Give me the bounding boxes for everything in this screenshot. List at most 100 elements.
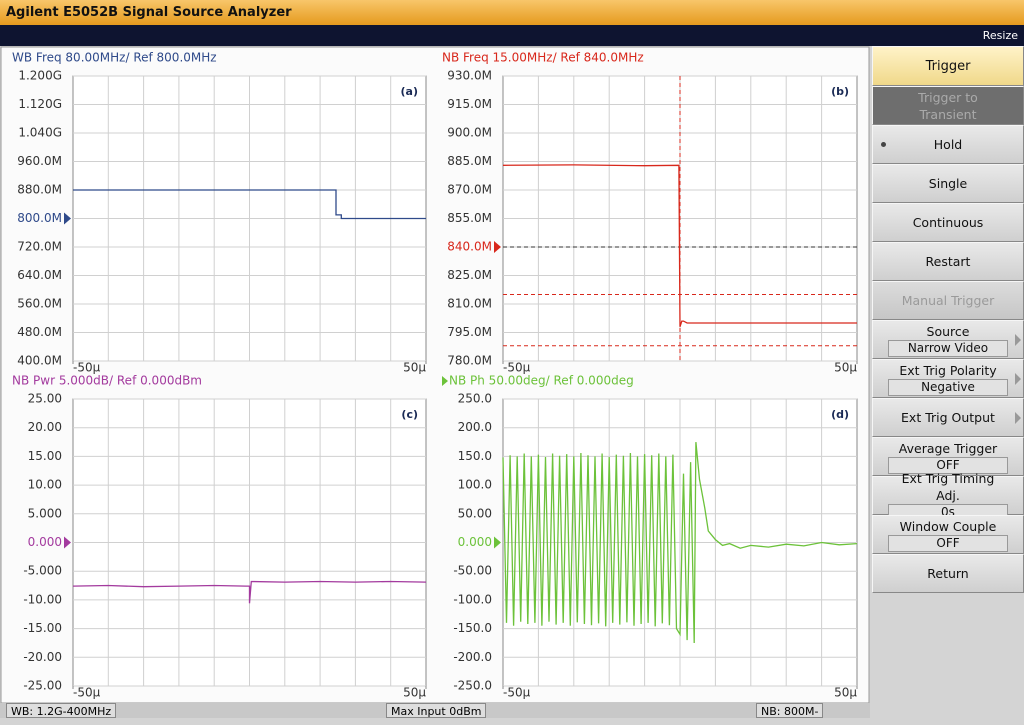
panel-label: (b) <box>831 85 849 98</box>
y-tick-label: -100.0 <box>453 592 492 606</box>
softkey-value: OFF <box>888 456 1008 474</box>
softkey-label: Source <box>926 323 970 339</box>
softkey-label: Return <box>927 566 969 581</box>
x-tick-label: 50µ <box>834 361 857 375</box>
trace <box>502 164 857 327</box>
softkey[interactable]: Average Trigger OFF <box>872 437 1024 476</box>
softkey-label: Hold <box>933 137 963 152</box>
x-tick-label: 50µ <box>403 361 426 375</box>
trace-title: NB Pwr 5.000dB/ Ref 0.000dBm <box>12 374 202 388</box>
y-tick-label: 250.0 <box>458 392 492 406</box>
y-tick-label: 400.0M <box>17 354 62 368</box>
resize-button[interactable]: Resize <box>982 29 1018 42</box>
softkey-label: Manual Trigger <box>901 293 995 308</box>
y-tick-label: 795.0M <box>447 325 492 339</box>
y-tick-label: 870.0M <box>447 183 492 197</box>
softkey-label: Ext Trig Output <box>901 410 995 425</box>
y-tick-label: 780.0M <box>447 354 492 368</box>
y-tick-label: 0.000 <box>458 535 492 549</box>
softkey[interactable]: Ext Trig Timing Adj. 0s <box>872 471 1024 521</box>
softkey[interactable]: Source Narrow Video <box>872 320 1024 359</box>
y-tick-label: 1.040G <box>18 126 62 140</box>
softkey-label: Single <box>928 176 968 191</box>
softkey-label: Restart <box>925 254 971 269</box>
title-bar: Agilent E5052B Signal Source Analyzer <box>0 0 1024 25</box>
y-tick-label: 100.0 <box>458 478 492 492</box>
y-tick-label: 930.0M <box>447 69 492 83</box>
y-tick-label: 560.0M <box>17 297 62 311</box>
softkey[interactable]: Continuous <box>872 203 1024 242</box>
softkey-value: OFF <box>888 534 1008 552</box>
softkey[interactable]: Ext Trig Polarity Negative <box>872 359 1024 398</box>
x-tick-label: 50µ <box>834 686 857 700</box>
y-tick-label: -10.00 <box>23 592 62 606</box>
menu-bar: Resize <box>0 25 1024 46</box>
selected-indicator <box>881 142 886 147</box>
reference-marker <box>64 212 71 225</box>
softkey-label: Continuous <box>912 215 984 230</box>
y-tick-label: 15.00 <box>28 449 62 463</box>
softkey-label: Trigger to Transient <box>918 89 978 122</box>
trace <box>73 189 426 220</box>
softkey[interactable]: Ext Trig Output <box>872 398 1024 437</box>
trace-title: WB Freq 80.00MHz/ Ref 800.0MHz <box>12 51 217 65</box>
y-tick-label: 855.0M <box>447 211 492 225</box>
softkey-menu: Trigger Trigger to Transient Hold Single Con… <box>872 46 1024 593</box>
menu-title: Trigger <box>872 46 1024 86</box>
y-tick-label: -250.0 <box>453 679 492 693</box>
x-tick-label: -50µ <box>73 686 101 700</box>
y-tick-label: 640.0M <box>17 268 62 282</box>
x-tick-label: 50µ <box>403 686 426 700</box>
x-tick-label: -50µ <box>503 686 531 700</box>
softkey: Trigger to Transient <box>872 86 1024 125</box>
y-tick-label: 10.00 <box>28 478 62 492</box>
y-tick-label: 800.0M <box>17 211 62 225</box>
panel-label: (a) <box>401 85 418 98</box>
softkey-label: Window Couple <box>899 518 997 534</box>
softkey[interactable]: Window Couple OFF <box>872 515 1024 554</box>
y-tick-label: 900.0M <box>447 126 492 140</box>
y-tick-label: -20.00 <box>23 650 62 664</box>
panel-label: (c) <box>401 408 418 421</box>
softkey[interactable]: Single <box>872 164 1024 203</box>
y-tick-label: 50.00 <box>458 506 492 520</box>
active-trace-indicator <box>442 376 448 386</box>
softkey-value: Narrow Video <box>888 339 1008 357</box>
y-tick-label: 480.0M <box>17 325 62 339</box>
trace-title: NB Ph 50.00deg/ Ref 0.000deg <box>449 374 634 388</box>
y-tick-label: 5.000 <box>28 506 62 520</box>
y-tick-label: -50.00 <box>453 564 492 578</box>
trace <box>72 580 427 604</box>
y-tick-label: 1.200G <box>18 69 62 83</box>
y-tick-label: 880.0M <box>17 183 62 197</box>
y-tick-label: 885.0M <box>447 154 492 168</box>
app-title: Agilent E5052B Signal Source Analyzer <box>6 5 292 20</box>
softkey[interactable]: Restart <box>872 242 1024 281</box>
softkey-value: Negative <box>888 378 1008 396</box>
chart-area: WB Freq 80.00MHz/ Ref 800.0MHz 400.0M 480.… <box>0 46 870 704</box>
y-tick-label: -25.00 <box>23 679 62 693</box>
y-tick-label: -200.0 <box>453 650 492 664</box>
softkey: Manual Trigger <box>872 281 1024 320</box>
submenu-arrow <box>1015 373 1021 385</box>
softkey[interactable]: Hold <box>872 125 1024 164</box>
y-tick-label: 720.0M <box>17 240 62 254</box>
y-tick-label: 960.0M <box>17 154 62 168</box>
y-tick-label: 200.0 <box>458 420 492 434</box>
y-tick-label: 825.0M <box>447 268 492 282</box>
y-tick-label: 915.0M <box>447 97 492 111</box>
softkey-label: Average Trigger <box>898 440 998 456</box>
submenu-arrow <box>1015 412 1021 424</box>
softkey-label: Ext Trig Polarity <box>899 362 997 378</box>
y-tick-label: 840.0M <box>447 240 492 254</box>
y-tick-label: 0.000 <box>28 535 62 549</box>
y-tick-label: 1.120G <box>18 97 62 111</box>
y-tick-label: 810.0M <box>447 297 492 311</box>
y-tick-label: -15.00 <box>23 621 62 635</box>
reference-marker <box>494 241 501 253</box>
status-field: NB: 800M- <box>756 703 824 718</box>
softkey[interactable]: Return <box>872 554 1024 593</box>
x-tick-label: -50µ <box>73 361 101 375</box>
x-tick-label: -50µ <box>503 361 531 375</box>
